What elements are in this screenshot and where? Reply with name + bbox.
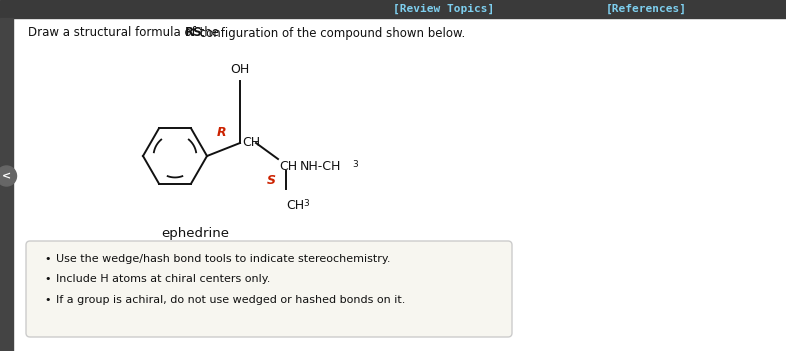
Text: 3: 3 (352, 160, 358, 169)
Text: R: R (216, 126, 226, 139)
Text: <: < (2, 171, 11, 181)
Text: S: S (267, 174, 276, 187)
Text: Draw a structural formula of the: Draw a structural formula of the (28, 26, 222, 40)
Text: NH-CH: NH-CH (300, 160, 341, 173)
Text: •: • (45, 254, 51, 264)
Text: Use the wedge/hash bond tools to indicate stereochemistry.: Use the wedge/hash bond tools to indicat… (56, 254, 391, 264)
Text: If a group is achiral, do not use wedged or hashed bonds on it.: If a group is achiral, do not use wedged… (56, 295, 406, 305)
Text: [Review Topics]: [Review Topics] (394, 4, 494, 14)
Text: OH: OH (230, 63, 250, 76)
Bar (0, 0, 786, 18)
FancyBboxPatch shape (26, 241, 512, 337)
Text: 3: 3 (303, 199, 309, 208)
Text: configuration of the compound shown below.: configuration of the compound shown belo… (196, 26, 465, 40)
Text: CH: CH (242, 137, 260, 150)
Text: •: • (45, 295, 51, 305)
Text: •: • (45, 274, 51, 284)
Bar (0, 18, 13, 351)
Text: [References]: [References] (605, 4, 687, 14)
Circle shape (0, 166, 17, 186)
Text: CH: CH (286, 199, 304, 212)
Text: RS: RS (185, 26, 202, 40)
Text: CH: CH (279, 160, 297, 173)
Text: ephedrine: ephedrine (161, 226, 229, 239)
Text: Include H atoms at chiral centers only.: Include H atoms at chiral centers only. (56, 274, 270, 284)
